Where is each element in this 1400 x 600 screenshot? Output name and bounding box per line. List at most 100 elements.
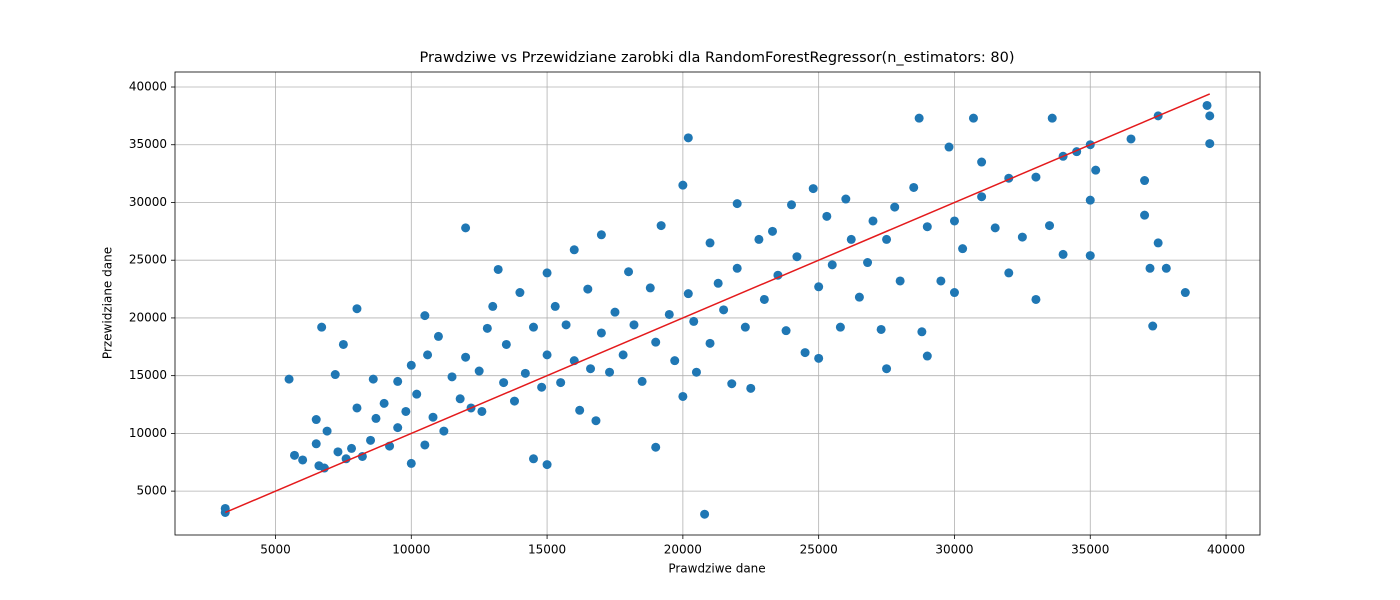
x-tick-label: 15000 [528,543,566,557]
scatter-point [220,503,230,513]
scatter-point [393,376,403,386]
scatter-point [528,454,538,464]
scatter-point [423,350,433,360]
scatter-point [767,226,777,236]
scatter-point [759,294,769,304]
scatter-point [610,307,620,317]
x-tick-label: 20000 [664,543,702,557]
scatter-point [605,367,615,377]
scatter-point [488,301,498,311]
scatter-point [944,142,954,152]
x-tick-label: 35000 [1071,543,1109,557]
scatter-point [854,292,864,302]
scatter-point [727,379,737,389]
x-tick-label: 10000 [392,543,430,557]
scatter-point [352,403,362,413]
scatter-point [1153,238,1163,248]
scatter-point [591,416,601,426]
scatter-point [1180,288,1190,298]
scatter-point [700,509,710,519]
scatter-point [357,451,367,461]
scatter-point [746,383,756,393]
scatter-point [863,258,873,268]
y-tick-label: 35000 [129,137,167,151]
x-tick-label: 40000 [1207,543,1245,557]
scatter-point [882,364,892,374]
scatter-point [1031,172,1041,182]
scatter-point [787,200,797,210]
scatter-point [401,406,411,416]
scatter-point [968,113,978,123]
scatter-point [678,180,688,190]
scatter-point [1085,251,1095,261]
scatter-point [319,463,329,473]
y-tick-label: 15000 [129,368,167,382]
scatter-point [1145,263,1155,273]
scatter-point [474,366,484,376]
scatter-point [542,350,552,360]
scatter-point [814,353,824,363]
scatter-point [368,374,378,384]
scatter-point [645,283,655,293]
scatter-point [447,372,457,382]
scatter-point [691,367,701,377]
scatter-point [596,230,606,240]
scatter-point [406,360,416,370]
x-axis-label: Prawdziwe dane [668,562,765,576]
line [224,93,1211,514]
scatter-point [1031,294,1041,304]
scatter-point [1205,111,1215,121]
scatter-point [338,339,348,349]
scatter-point [835,322,845,332]
scatter-point [651,337,661,347]
scatter-point [719,305,729,315]
scatter-point [586,364,596,374]
y-tick-label: 20000 [129,310,167,324]
scatter-point [1161,263,1171,273]
scatter-point [298,455,308,465]
scatter-point [509,396,519,406]
scatter-point [542,268,552,278]
scatter-point [977,192,987,202]
scatter-point [814,282,824,292]
scatter-point [569,245,579,255]
x-tick-label: 25000 [800,543,838,557]
scatter-point [550,301,560,311]
scatter-point [618,350,628,360]
scatter-point [822,211,832,221]
scatter-point [1140,176,1150,186]
scatter-point [705,338,715,348]
scatter-point [705,238,715,248]
scatter-point [412,389,422,399]
scatter-point [781,326,791,336]
scatter-point [366,435,376,445]
y-tick-label: 10000 [129,426,167,440]
scatter-point [330,370,340,380]
x-tick-label: 30000 [935,543,973,557]
scatter-point [808,184,818,194]
scatter-point [917,327,927,337]
scatter-point [439,426,449,436]
scatter-point [556,378,566,388]
chart-title: Prawdziwe vs Przewidziane zarobki dla Ra… [419,50,1014,66]
scatter-point [740,322,750,332]
y-tick-label: 5000 [136,484,167,498]
scatter-point [501,339,511,349]
y-axis-label: Przewidziane dane [101,247,115,359]
scatter-point [428,412,438,422]
scatter-point [895,276,905,286]
scatter-point [341,454,351,464]
scatter-point [868,216,878,226]
scatter-point [542,460,552,470]
scatter-point [732,199,742,209]
y-tick-label: 40000 [129,80,167,94]
scatter-point [420,440,430,450]
scatter-point [537,382,547,392]
scatter-point [656,221,666,231]
scatter-point [1205,139,1215,149]
scatter-point [1085,195,1095,205]
scatter-point [393,423,403,433]
scatter-point [520,368,530,378]
scatter-point [637,376,647,386]
scatter-point [949,216,959,226]
